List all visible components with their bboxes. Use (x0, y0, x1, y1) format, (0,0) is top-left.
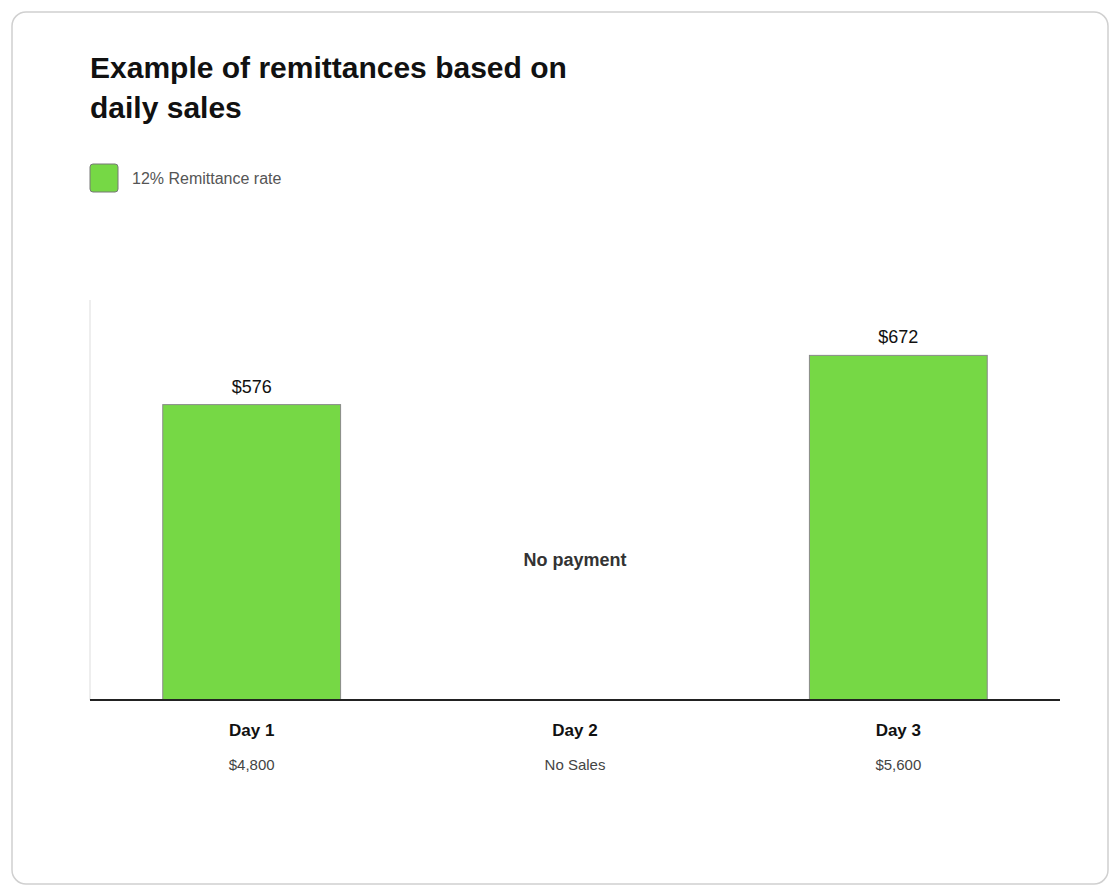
category-label: Day 2 (552, 721, 597, 740)
chart-svg: Example of remittances based ondaily sal… (0, 0, 1120, 896)
frame-border (12, 12, 1108, 884)
legend-swatch (90, 164, 118, 192)
bars (163, 355, 988, 700)
chart-title: Example of remittances based ondaily sal… (90, 51, 567, 124)
annotation: No payment (523, 550, 626, 570)
legend-label: 12% Remittance rate (132, 170, 282, 187)
data-label: $672 (878, 327, 918, 347)
sales-label: $5,600 (875, 756, 921, 773)
data-label: $576 (232, 377, 272, 397)
category-label: Day 1 (229, 721, 274, 740)
sales-label: No Sales (545, 756, 606, 773)
sales-label: $4,800 (229, 756, 275, 773)
baseline (90, 699, 1060, 701)
y-axis-line (90, 300, 91, 700)
bar (163, 405, 341, 700)
category-label: Day 3 (876, 721, 921, 740)
chart-container: Example of remittances based ondaily sal… (0, 0, 1120, 896)
bar (809, 355, 987, 700)
legend: 12% Remittance rate (90, 164, 282, 192)
